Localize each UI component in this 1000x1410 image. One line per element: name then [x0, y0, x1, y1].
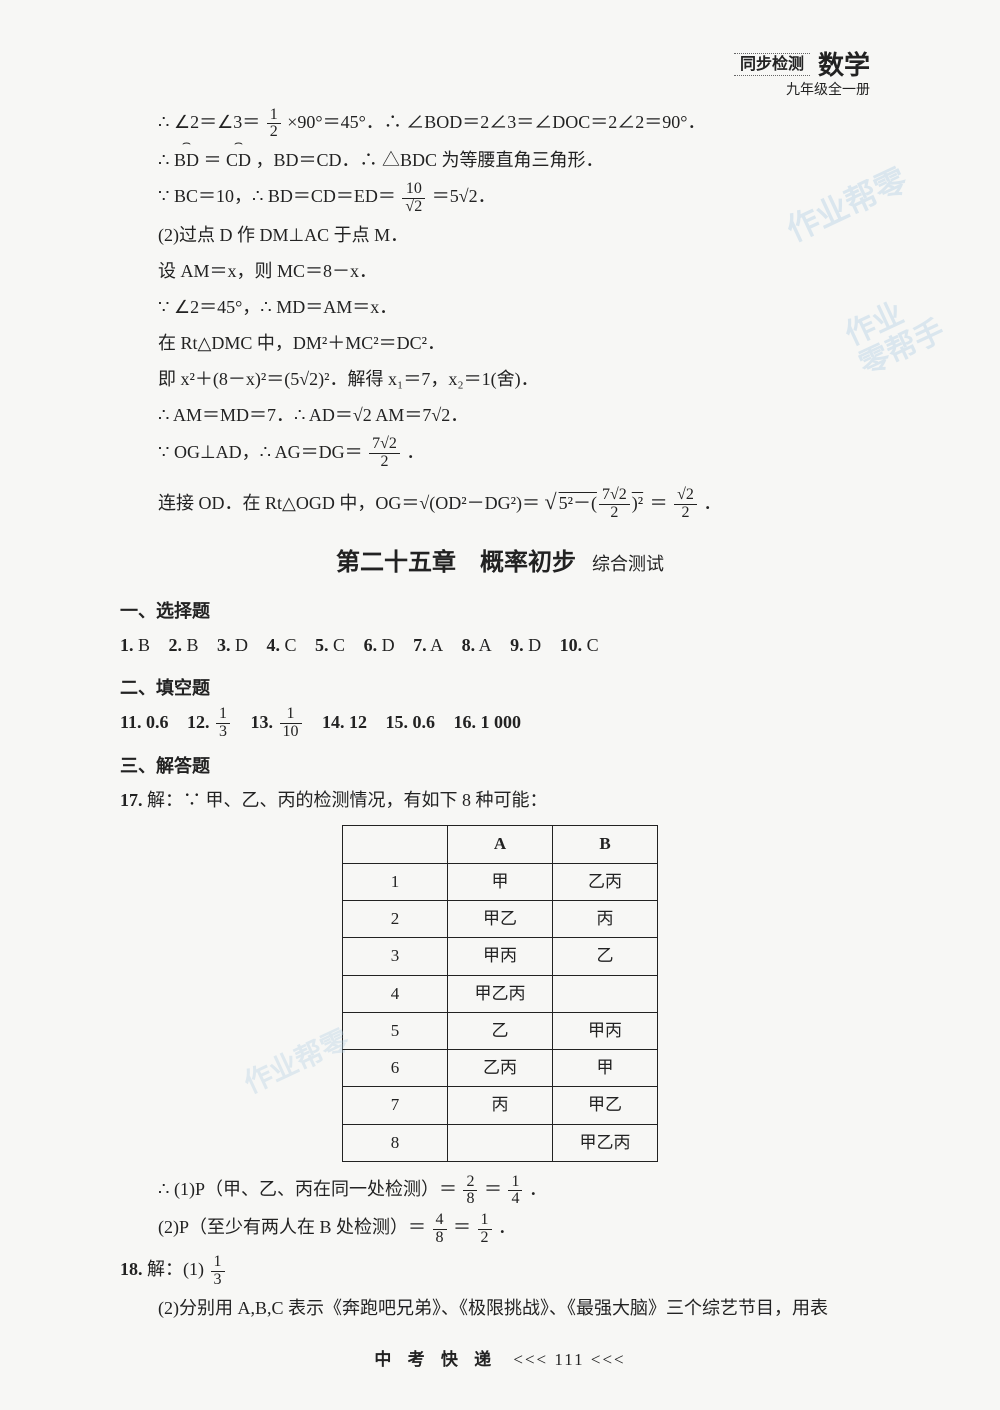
proof-line: ∵ BC＝10，∴ BD＝CD＝ED＝ 10√2 ＝5√2． [120, 179, 880, 215]
text: ，BD＝CD．∴ △BDC 为等腰直角三角形． [255, 150, 603, 170]
text: ＝ [650, 493, 668, 513]
text: ． [529, 1179, 547, 1199]
possibility-table: A B 1甲乙丙 2甲乙丙 3甲丙乙 4甲乙丙 5乙甲丙 6乙丙甲 7丙甲乙 8… [342, 825, 658, 1162]
table-row: 1甲乙丙 [343, 863, 658, 900]
choice-answers: 1. B 2. B 3. D 4. C 5. C 6. D 7. A 8. A … [120, 628, 880, 662]
fraction: 12 [267, 107, 281, 142]
header-title: 同步检测 [734, 53, 810, 76]
chapter-sub: 综合测试 [592, 554, 664, 574]
text: 连接 OD．在 Rt△OGD 中，OG＝√(OD²－DG²)＝ [158, 493, 540, 513]
th [343, 826, 448, 863]
proof-line: ∴ BD ＝ CD ，BD＝CD．∴ △BDC 为等腰直角三角形． [120, 143, 880, 177]
footer-page: <<< 111 <<< [513, 1350, 625, 1369]
chapter-title: 第二十五章 概率初步 综合测试 [120, 541, 880, 587]
text: ∴ [158, 150, 174, 170]
fraction: 7√22 [369, 436, 400, 471]
page: 同步检测 数学 九年级全一册 作业帮零 作业零帮手 作业帮零 ∴ ∠2＝∠3＝ … [0, 0, 1000, 1410]
q17-p1: ∴ (1)P（甲、乙、丙在同一处检测）＝ 28 ＝ 14 ． [120, 1172, 880, 1208]
q18-p2: (2)分别用 A,B,C 表示《奔跑吧兄弟》、《极限挑战》、《最强大脑》三个综艺… [120, 1291, 880, 1325]
footer-text: 中 考 快 递 [374, 1350, 497, 1369]
blank-answers: 11. 0.6 12. 13 13. 110 14. 12 15. 0.6 16… [120, 705, 880, 741]
text: ． [498, 1217, 516, 1237]
text: ． [406, 442, 424, 462]
text: 解：(1) [147, 1259, 204, 1279]
text: ＝5√2． [432, 186, 496, 206]
radicand: 5²－(7√22)² [557, 493, 646, 513]
arc: BD [174, 143, 199, 177]
table-row: 7丙甲乙 [343, 1087, 658, 1124]
q17-p2: (2)P（至少有两人在 B 处检测）＝ 48 ＝ 12 ． [120, 1210, 880, 1246]
table-row: 4甲乙丙 [343, 975, 658, 1012]
th: B [553, 826, 658, 863]
table-row: 3甲丙乙 [343, 938, 658, 975]
proof-line: 连接 OD．在 Rt△OGD 中，OG＝√(OD²－DG²)＝ √5²－(7√2… [120, 481, 880, 523]
table-row: 8甲乙丙 [343, 1124, 658, 1161]
th: A [448, 826, 553, 863]
text: ＝ [453, 1217, 471, 1237]
proof-line: 即 x²＋(8－x)²＝(5√2)²．解得 x₁＝7，x₂＝1(舍)． [120, 362, 880, 396]
q-label: 18. [120, 1259, 143, 1279]
fraction: 10√2 [402, 181, 425, 216]
arc: CD [226, 143, 251, 177]
text: ． [703, 493, 721, 513]
text: ∵ BC＝10，∴ BD＝CD＝ED＝ [158, 186, 396, 206]
text: ∴ (1)P（甲、乙、丙在同一处检测）＝ [158, 1179, 457, 1199]
q17: 17. 解：∵ 甲、乙、丙的检测情况，有如下 8 种可能： [120, 783, 880, 817]
q-intro: 解：∵ 甲、乙、丙的检测情况，有如下 8 种可能： [147, 790, 548, 810]
section-blank: 二、填空题 [120, 671, 880, 705]
text: ＝ [484, 1179, 502, 1199]
table-row: 2甲乙丙 [343, 900, 658, 937]
table-row: A B [343, 826, 658, 863]
text: ×90°＝45°．∴ ∠BOD＝2∠3＝∠DOC＝2∠2＝90°． [287, 112, 705, 132]
fraction: √22 [674, 487, 697, 522]
section-choice: 一、选择题 [120, 594, 880, 628]
proof-line: 在 Rt△DMC 中，DM²＋MC²＝DC²． [120, 326, 880, 360]
text: (2)P（至少有两人在 B 处检测）＝ [158, 1217, 426, 1237]
text: ∵ OG⊥AD，∴ AG＝DG＝ [158, 442, 363, 462]
proof-line: ∵ ∠2＝45°，∴ MD＝AM＝x． [120, 290, 880, 324]
q18-p1: 18. 解：(1) 13 [120, 1252, 880, 1288]
header-grade: 九年级全一册 [734, 83, 870, 100]
content-body: ∴ ∠2＝∠3＝ 12 ×90°＝45°．∴ ∠BOD＝2∠3＝∠DOC＝2∠2… [120, 105, 880, 1325]
proof-line: ∵ OG⊥AD，∴ AG＝DG＝ 7√22 ． [120, 435, 880, 471]
text: ＝ [203, 150, 221, 170]
page-header: 同步检测 数学 九年级全一册 [734, 50, 870, 100]
proof-line: (2)过点 D 作 DM⊥AC 于点 M． [120, 218, 880, 252]
text: ∴ ∠2＝∠3＝ [158, 112, 260, 132]
table-row: 6乙丙甲 [343, 1050, 658, 1087]
proof-line: ∴ AM＝MD＝7．∴ AD＝√2 AM＝7√2． [120, 398, 880, 432]
radical: √ [545, 489, 557, 514]
section-solve: 三、解答题 [120, 749, 880, 783]
page-footer: 中 考 快 递 <<< 111 <<< [0, 1345, 1000, 1370]
proof-line: 设 AM＝x，则 MC＝8－x． [120, 254, 880, 288]
table-row: 5乙甲丙 [343, 1012, 658, 1049]
q-label: 17. [120, 790, 143, 810]
chapter-main: 第二十五章 概率初步 [336, 550, 576, 576]
header-subject: 数学 [818, 50, 870, 81]
